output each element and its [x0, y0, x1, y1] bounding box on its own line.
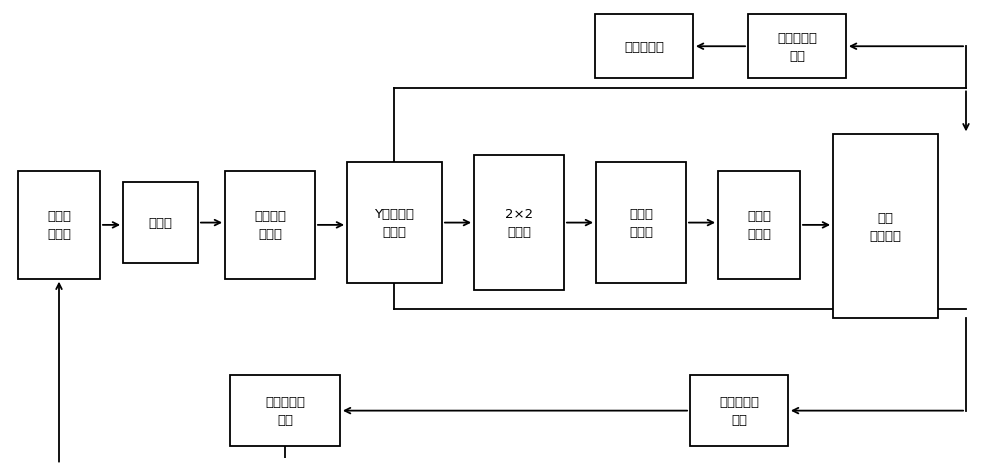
- Text: 第一相位
调制器: 第一相位 调制器: [254, 210, 286, 241]
- Bar: [230, 375, 340, 446]
- Bar: [596, 163, 686, 284]
- Bar: [718, 172, 800, 279]
- Text: 第二低通滤
波器: 第二低通滤 波器: [777, 31, 817, 63]
- Text: 第一低通滤
波器: 第一低通滤 波器: [719, 395, 759, 426]
- Bar: [595, 15, 693, 79]
- Bar: [690, 375, 788, 446]
- Text: 2×2
光开关: 2×2 光开关: [505, 207, 533, 238]
- Bar: [833, 135, 938, 318]
- Bar: [123, 183, 198, 263]
- Text: Y分支相位
调制器: Y分支相位 调制器: [374, 207, 414, 238]
- Text: 可调谐
激光器: 可调谐 激光器: [47, 210, 71, 241]
- Bar: [347, 163, 442, 284]
- Text: 数据记录仪: 数据记录仪: [624, 41, 664, 54]
- Bar: [18, 172, 100, 279]
- Bar: [225, 172, 315, 279]
- Text: 光波导
谐振腔: 光波导 谐振腔: [629, 207, 653, 238]
- Bar: [748, 15, 846, 79]
- Text: 伺服反馈控
制器: 伺服反馈控 制器: [265, 395, 305, 426]
- Text: 光电转
换模块: 光电转 换模块: [747, 210, 771, 241]
- Bar: [474, 156, 564, 291]
- Text: 隔离器: 隔离器: [148, 217, 173, 230]
- Text: 信号
解调模块: 信号 解调模块: [870, 211, 902, 242]
